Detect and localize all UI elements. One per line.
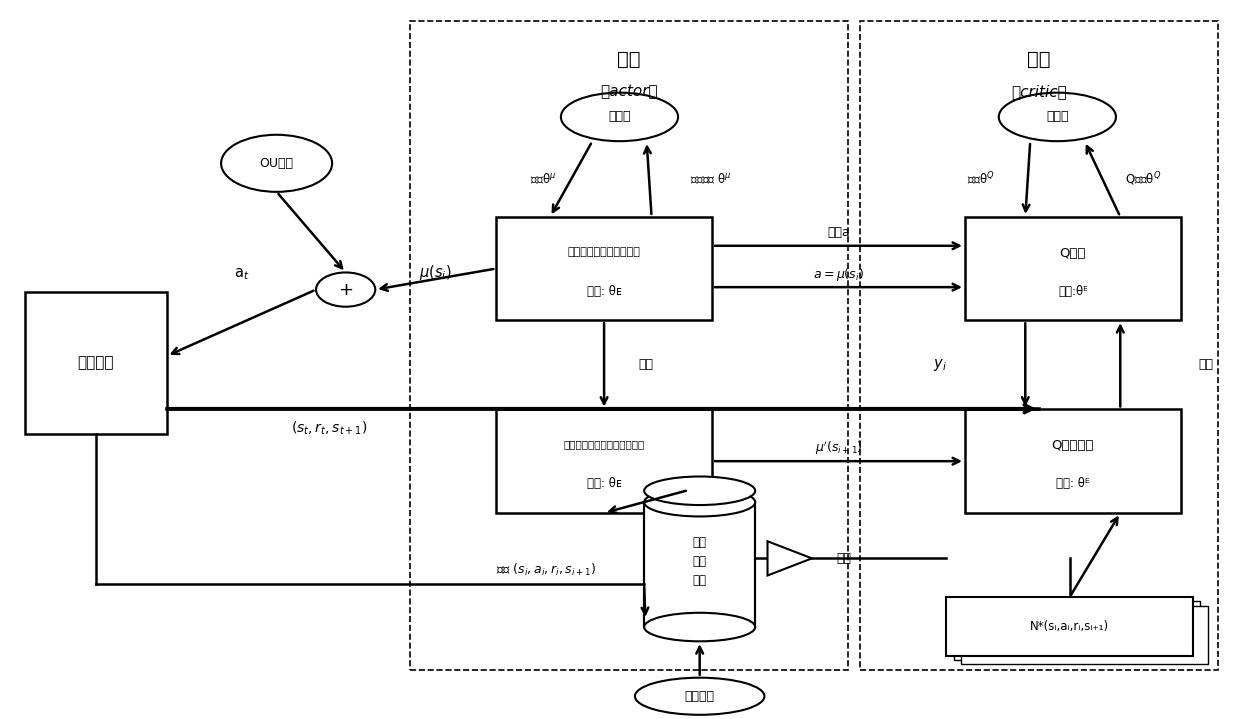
Text: Q目标网络: Q目标网络 — [1052, 439, 1094, 452]
Text: 采样策略: 采样策略 — [685, 690, 715, 702]
Text: 优化器: 优化器 — [1046, 111, 1068, 124]
Bar — [965, 409, 1181, 513]
Ellipse shape — [634, 678, 764, 715]
Text: 更新θ$^Q$: 更新θ$^Q$ — [968, 170, 995, 188]
Bar — [961, 605, 1208, 664]
Text: $\mu'(s_{i+1})$: $\mu'(s_{i+1})$ — [814, 439, 862, 457]
Text: 优化器: 优化器 — [608, 111, 631, 124]
Ellipse shape — [221, 134, 332, 192]
Text: Q梯度θ$^Q$: Q梯度θ$^Q$ — [1125, 170, 1162, 188]
Ellipse shape — [644, 477, 756, 505]
Polygon shape — [767, 541, 812, 575]
Text: 储能充放电功率策略目标网络: 储能充放电功率策略目标网络 — [564, 439, 644, 449]
Text: 动作: 动作 — [617, 50, 641, 69]
Text: Q网络: Q网络 — [1059, 247, 1087, 260]
Text: $a=\mu(s_i)$: $a=\mu(s_i)$ — [813, 266, 864, 283]
Bar — [954, 601, 1201, 660]
Text: 参数: θᴇ: 参数: θᴇ — [587, 477, 622, 490]
Ellipse shape — [999, 93, 1116, 141]
Text: （actor）: （actor） — [600, 84, 658, 99]
Text: 参数: θᴇ: 参数: θᴇ — [587, 285, 622, 298]
Text: 存储 $(s_i,a_i,r_i,s_{i+1})$: 存储 $(s_i,a_i,r_i,s_{i+1})$ — [496, 562, 596, 578]
Ellipse shape — [644, 488, 756, 516]
Text: 参数:θᴱ: 参数:θᴱ — [1058, 285, 1088, 298]
Text: N*(sᵢ,aᵢ,rᵢ,sᵢ₊₁): N*(sᵢ,aᵢ,rᵢ,sᵢ₊₁) — [1030, 620, 1109, 633]
Bar — [25, 292, 167, 434]
Text: 梯度a: 梯度a — [828, 226, 850, 239]
Text: 经验
回放
缓存: 经验 回放 缓存 — [693, 536, 706, 587]
Text: 参数: θᴱ: 参数: θᴱ — [1056, 477, 1089, 490]
Text: 价值: 价值 — [1027, 50, 1051, 69]
Bar — [965, 217, 1181, 320]
Bar — [860, 21, 1218, 670]
Text: 储能充放电功率策略网络: 储能充放电功率策略网络 — [567, 247, 641, 257]
Ellipse shape — [561, 93, 678, 141]
Text: （critic）: （critic） — [1011, 84, 1067, 99]
Bar — [644, 502, 756, 627]
Text: 采样: 采样 — [836, 552, 851, 565]
Bar — [496, 409, 712, 513]
Circle shape — [316, 273, 375, 307]
Text: $y_i$: $y_i$ — [933, 357, 947, 373]
Text: +: + — [338, 280, 353, 298]
Text: $\mu(s_i)$: $\mu(s_i)$ — [420, 263, 452, 282]
Text: 更新: 更新 — [638, 358, 654, 371]
Text: 仿真环境: 仿真环境 — [78, 356, 114, 370]
Bar — [947, 597, 1193, 656]
Ellipse shape — [644, 613, 756, 641]
Bar — [496, 217, 712, 320]
Text: 更新: 更新 — [1198, 358, 1213, 371]
Text: a$_t$: a$_t$ — [234, 266, 249, 282]
Bar — [410, 21, 847, 670]
Text: 策略梯度 θ$^μ$: 策略梯度 θ$^μ$ — [690, 172, 732, 186]
Text: 更新θ$^μ$: 更新θ$^μ$ — [530, 172, 556, 186]
Text: $(s_t,r_t,s_{t+1})$: $(s_t,r_t,s_{t+1})$ — [291, 420, 368, 437]
Text: OU噪声: OU噪声 — [260, 157, 294, 170]
